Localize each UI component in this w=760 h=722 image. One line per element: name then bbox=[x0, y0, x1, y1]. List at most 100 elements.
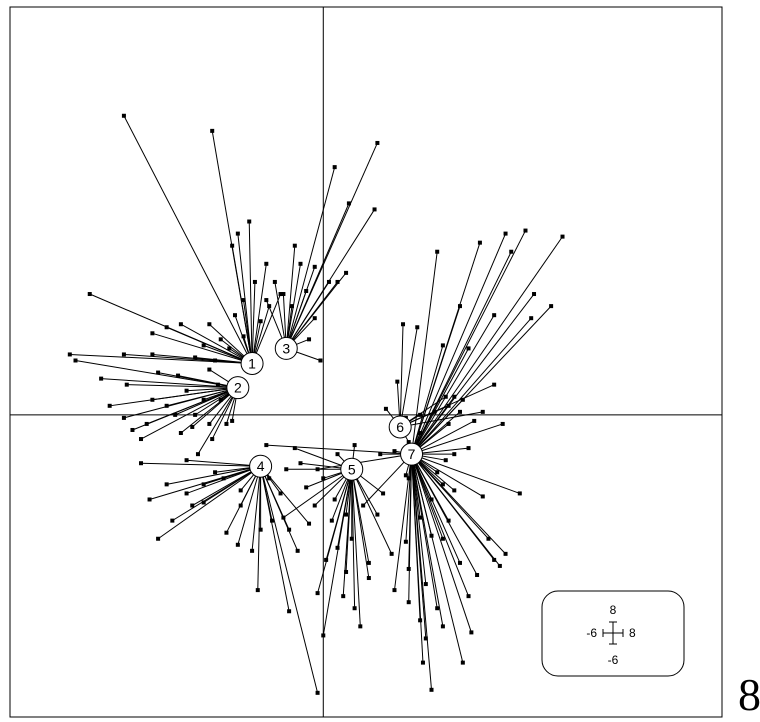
link-line-g4-14 bbox=[260, 466, 299, 552]
data-point-g6-8 bbox=[443, 394, 448, 399]
data-point-g6-0 bbox=[406, 440, 411, 445]
data-point-g4-1 bbox=[190, 503, 195, 508]
link-line-g6-3 bbox=[399, 324, 404, 427]
centroid-circle-7 bbox=[400, 442, 424, 466]
data-point-g4-6 bbox=[184, 458, 189, 463]
data-point-g5-25 bbox=[281, 515, 286, 520]
link-line-g7-59 bbox=[317, 453, 412, 470]
data-point-g3-9 bbox=[289, 304, 294, 309]
data-point-g7-11 bbox=[440, 343, 445, 348]
data-point-g2-13 bbox=[210, 437, 215, 442]
link-lines bbox=[69, 115, 563, 693]
data-point-g2-16 bbox=[73, 358, 78, 363]
data-point-g7-15 bbox=[457, 409, 462, 414]
data-point-g3-17 bbox=[346, 201, 351, 206]
centroid-circle-6 bbox=[388, 415, 412, 439]
data-point-g4-24 bbox=[164, 482, 169, 487]
data-point-g7-19 bbox=[443, 458, 448, 463]
data-point-g1-7 bbox=[178, 322, 183, 327]
data-point-g4-14 bbox=[295, 548, 300, 553]
link-line-g4-22 bbox=[237, 466, 262, 545]
data-point-g5-18 bbox=[389, 551, 394, 556]
data-point-g5-13 bbox=[349, 536, 354, 541]
data-point-g1-10 bbox=[87, 292, 92, 297]
scale-right-label: 8 bbox=[629, 626, 636, 640]
data-point-g5-22 bbox=[335, 452, 340, 457]
link-line-g7-42 bbox=[411, 453, 444, 539]
link-line-g7-6 bbox=[411, 317, 532, 455]
data-point-g1-20 bbox=[267, 304, 272, 309]
data-point-g7-60 bbox=[264, 443, 269, 448]
data-point-g2-25 bbox=[230, 418, 235, 423]
data-point-g2-1 bbox=[107, 403, 112, 408]
data-point-g7-6 bbox=[529, 316, 534, 321]
link-line-g2-0 bbox=[126, 384, 238, 389]
data-point-g2-5 bbox=[121, 415, 126, 420]
centroid-label-4: 4 bbox=[257, 458, 265, 474]
link-line-g7-57 bbox=[362, 453, 412, 506]
link-line-g5-18 bbox=[351, 469, 393, 555]
data-point-g3-13 bbox=[318, 358, 323, 363]
data-point-g7-28 bbox=[435, 606, 440, 611]
data-point-g7-57 bbox=[361, 503, 366, 508]
data-point-g1-6 bbox=[207, 322, 212, 327]
data-point-g1-12 bbox=[121, 352, 126, 357]
data-point-g4-7 bbox=[184, 491, 189, 496]
data-point-g3-2 bbox=[298, 261, 303, 266]
data-point-g2-12 bbox=[215, 382, 220, 387]
data-point-g2-24 bbox=[139, 437, 144, 442]
data-point-g1-11 bbox=[67, 352, 72, 357]
link-line-g1-23 bbox=[231, 245, 253, 364]
data-point-g7-16 bbox=[472, 418, 477, 423]
data-point-g2-23 bbox=[184, 388, 189, 393]
scale-bottom-label: -6 bbox=[608, 653, 619, 667]
data-point-g7-24 bbox=[492, 557, 497, 562]
data-point-g1-2 bbox=[235, 231, 240, 236]
link-line-g4-0 bbox=[157, 465, 261, 540]
link-line-g1-4 bbox=[251, 263, 267, 364]
centroid-label-5: 5 bbox=[348, 461, 356, 477]
data-point-g7-47 bbox=[406, 476, 411, 481]
link-line-g5-4 bbox=[337, 469, 353, 548]
data-point-g7-41 bbox=[423, 636, 428, 641]
data-point-g1-5 bbox=[252, 279, 257, 284]
data-point-g7-12 bbox=[466, 346, 471, 351]
link-line-g5-17 bbox=[351, 469, 361, 627]
data-points bbox=[67, 113, 565, 695]
link-line-g7-35 bbox=[405, 454, 413, 542]
data-point-g5-14 bbox=[366, 560, 371, 565]
link-line-g1-3 bbox=[248, 221, 253, 364]
data-point-g1-4 bbox=[264, 261, 269, 266]
data-point-g7-56 bbox=[403, 473, 408, 478]
data-point-g4-2 bbox=[139, 461, 144, 466]
link-line-g7-60 bbox=[266, 444, 412, 455]
data-point-g3-15 bbox=[272, 279, 277, 284]
data-point-g4-15 bbox=[307, 521, 312, 526]
link-line-g7-16 bbox=[411, 420, 475, 455]
data-point-g3-14 bbox=[264, 298, 269, 303]
data-point-g7-9 bbox=[532, 292, 537, 297]
data-point-g1-0 bbox=[121, 113, 126, 118]
data-point-g7-35 bbox=[403, 539, 408, 544]
centroid-circle-2 bbox=[226, 376, 250, 400]
data-point-g5-15 bbox=[366, 576, 371, 581]
link-line-g2-8 bbox=[146, 387, 239, 425]
data-point-g6-10 bbox=[480, 409, 485, 414]
data-point-g7-25 bbox=[503, 551, 508, 556]
link-line-g4-24 bbox=[166, 465, 261, 485]
data-point-g4-9 bbox=[224, 530, 229, 535]
data-point-g2-6 bbox=[178, 431, 183, 435]
data-point-g4-11 bbox=[258, 527, 263, 532]
data-point-g3-6 bbox=[292, 243, 297, 248]
data-point-g7-52 bbox=[452, 488, 457, 493]
data-point-g4-10 bbox=[238, 503, 243, 508]
data-point-g1-21 bbox=[232, 313, 237, 318]
data-point-g1-17 bbox=[213, 358, 218, 363]
scale-top-label: 8 bbox=[610, 603, 617, 617]
data-point-g5-9 bbox=[284, 467, 289, 472]
link-line-g7-45 bbox=[411, 453, 520, 494]
data-point-g7-37 bbox=[392, 588, 397, 593]
data-point-g4-17 bbox=[238, 488, 243, 493]
chart-svg: 12 3 4 5 67 8 -6 8 -6 bbox=[9, 6, 723, 718]
data-point-g7-7 bbox=[492, 313, 497, 318]
